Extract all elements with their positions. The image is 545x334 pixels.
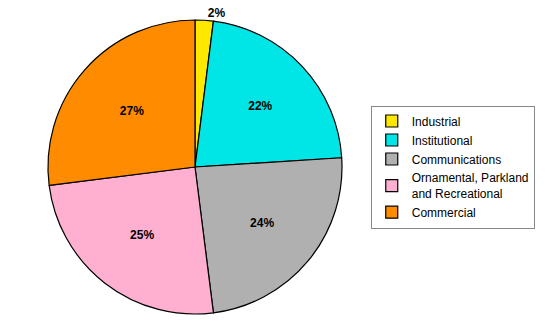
svg-text:2%: 2% (208, 6, 226, 20)
svg-text:27%: 27% (120, 104, 144, 118)
svg-text:Communications: Communications (412, 153, 501, 167)
svg-text:22%: 22% (248, 99, 272, 113)
svg-text:Institutional: Institutional (412, 134, 473, 148)
svg-text:Industrial: Industrial (412, 115, 461, 129)
svg-text:25%: 25% (130, 228, 154, 242)
svg-text:Commercial: Commercial (412, 206, 476, 220)
svg-text:Ornamental, Parklandand Recrea: Ornamental, Parklandand Recreational (412, 171, 529, 201)
svg-text:24%: 24% (250, 216, 274, 230)
